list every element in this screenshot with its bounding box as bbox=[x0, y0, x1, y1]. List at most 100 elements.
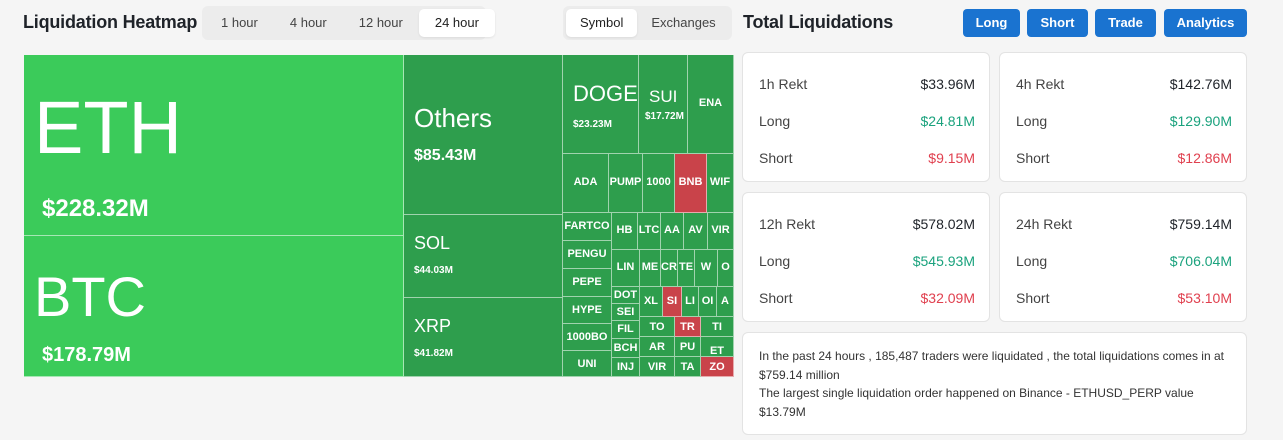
short-value: $9.15M bbox=[928, 150, 975, 166]
heatmap-value: $23.23M bbox=[573, 119, 612, 130]
heatmap-tile-lin[interactable]: LIN bbox=[612, 250, 640, 287]
heatmap-tile-o[interactable]: O bbox=[718, 250, 734, 287]
heatmap-tile-dot[interactable]: DOT bbox=[612, 287, 640, 304]
rekt-card-1h: 1h Rekt $33.96M Long $24.81M Short $9.15M bbox=[742, 52, 990, 182]
heatmap-tile-zo[interactable]: ZO bbox=[701, 357, 734, 377]
heatmap-tile-doge[interactable]: DOGE $23.23M bbox=[563, 55, 639, 154]
heatmap-tile-1000bo[interactable]: 1000BO bbox=[563, 324, 612, 351]
heatmap-symbol: LIN bbox=[616, 261, 635, 273]
heatmap-tile-ltc[interactable]: LTC bbox=[638, 213, 661, 250]
short-button[interactable]: Short bbox=[1027, 9, 1088, 37]
heatmap-symbol: HYPE bbox=[572, 304, 602, 316]
heatmap-value: $17.72M bbox=[645, 111, 684, 122]
heatmap-symbol: ME bbox=[641, 261, 659, 273]
heatmap-tile-1000[interactable]: 1000 bbox=[643, 154, 675, 213]
heatmap-tile-si[interactable]: SI bbox=[663, 287, 682, 317]
heatmap-tile-w[interactable]: W bbox=[695, 250, 718, 287]
heatmap-symbol: AV bbox=[688, 224, 703, 236]
heatmap-symbol: TI bbox=[712, 321, 722, 333]
long-value: $24.81M bbox=[920, 113, 975, 129]
heatmap-tile-ar[interactable]: AR bbox=[640, 337, 675, 357]
heatmap-tile-bch[interactable]: BCH bbox=[612, 339, 640, 358]
short-label: Short bbox=[1016, 150, 1050, 166]
heatmap-tile-li[interactable]: LI bbox=[682, 287, 699, 317]
heatmap-tile-hb[interactable]: HB bbox=[612, 213, 638, 250]
heatmap-symbol: BCH bbox=[613, 342, 638, 354]
heatmap-symbol: PENGU bbox=[567, 248, 607, 260]
long-label: Long bbox=[1016, 253, 1048, 269]
heatmap-tile-sei[interactable]: SEI bbox=[612, 304, 640, 321]
heatmap-tile-to[interactable]: TO bbox=[640, 317, 675, 337]
heatmap-symbol: A bbox=[721, 295, 729, 307]
heatmap-symbol: XL bbox=[643, 295, 659, 307]
heatmap-symbol: 1000BO bbox=[566, 331, 608, 343]
short-value: $12.86M bbox=[1177, 150, 1232, 166]
heatmap-symbol: CR bbox=[661, 261, 677, 273]
heatmap-symbol: ADA bbox=[573, 176, 598, 188]
heatmap-tile-fil[interactable]: FIL bbox=[612, 321, 640, 339]
heatmap-tile-av[interactable]: AV bbox=[684, 213, 708, 250]
heatmap-symbol: AA bbox=[664, 224, 680, 236]
heatmap-tile-xl[interactable]: XL bbox=[640, 287, 663, 317]
heatmap-tile-pengu[interactable]: PENGU bbox=[563, 241, 612, 269]
total-liquidations-title: Total Liquidations bbox=[743, 12, 894, 32]
heatmap-symbol: LTC bbox=[638, 224, 660, 236]
heatmap-symbol: OI bbox=[701, 295, 714, 307]
heatmap-tile-sui[interactable]: SUI $17.72M bbox=[639, 55, 688, 154]
heatmap-tile-vir[interactable]: VIR bbox=[708, 213, 734, 250]
heatmap-tile-btc[interactable]: BTC $178.79M bbox=[24, 236, 404, 377]
heatmap-tile-bnb[interactable]: BNB bbox=[675, 154, 707, 213]
heatmap-tile-sol[interactable]: SOL $44.03M bbox=[404, 215, 563, 298]
liquidation-summary: In the past 24 hours , 185,487 traders w… bbox=[742, 332, 1247, 435]
heatmap-tile-others[interactable]: Others $85.43M bbox=[404, 55, 563, 215]
heatmap-tile-ti[interactable]: TI bbox=[701, 317, 734, 337]
heatmap-tile-aa[interactable]: AA bbox=[661, 213, 684, 250]
heatmap-symbol: Others bbox=[414, 103, 493, 133]
heatmap-tile-et[interactable]: ET bbox=[701, 337, 734, 357]
heatmap-tile-tr[interactable]: TR bbox=[675, 317, 701, 337]
rekt-label: 24h Rekt bbox=[1016, 216, 1073, 232]
heatmap-tile-uni[interactable]: UNI bbox=[563, 351, 612, 377]
heatmap-tile-cr[interactable]: CR bbox=[661, 250, 678, 287]
heatmap-tile-ena[interactable]: ENA bbox=[688, 55, 734, 154]
tab-exchanges[interactable]: Exchanges bbox=[651, 15, 716, 30]
heatmap-tile-xrp[interactable]: XRP $41.82M bbox=[404, 298, 563, 377]
heatmap-tile-me[interactable]: ME bbox=[640, 250, 661, 287]
heatmap-tile-pepe[interactable]: PEPE bbox=[563, 269, 612, 297]
heatmap-symbol: TO bbox=[649, 321, 665, 333]
rekt-total: $142.76M bbox=[1169, 76, 1232, 92]
heatmap-symbol: SUI bbox=[649, 87, 678, 106]
heatmap-tile-ta[interactable]: TA bbox=[675, 357, 701, 377]
long-value: $545.93M bbox=[912, 253, 975, 269]
heatmap-value: $228.32M bbox=[42, 195, 149, 222]
heatmap-symbol: DOGE bbox=[573, 81, 638, 106]
heatmap-tile-pump[interactable]: PUMP bbox=[609, 154, 643, 213]
tab-1-hour[interactable]: 1 hour bbox=[221, 15, 258, 30]
heatmap-symbol: TA bbox=[680, 361, 695, 373]
tab-12-hour[interactable]: 12 hour bbox=[358, 15, 403, 30]
analytics-button[interactable]: Analytics bbox=[1164, 9, 1247, 37]
heatmap-tile-eth[interactable]: ETH $228.32M bbox=[24, 55, 404, 236]
heatmap-tile-fartco[interactable]: FARTCO bbox=[563, 213, 612, 241]
heatmap-tile-pu[interactable]: PU bbox=[675, 337, 701, 357]
heatmap-symbol: BTC bbox=[34, 265, 146, 328]
long-button[interactable]: Long bbox=[963, 9, 1020, 37]
heatmap-tile-te[interactable]: TE bbox=[678, 250, 695, 287]
heatmap-symbol: XRP bbox=[414, 316, 452, 336]
rekt-label: 4h Rekt bbox=[1016, 76, 1065, 92]
heatmap-tile-a[interactable]: A bbox=[717, 287, 734, 317]
heatmap-symbol: HB bbox=[616, 224, 633, 236]
heatmap-tile-oi[interactable]: OI bbox=[699, 287, 717, 317]
tab-4-hour[interactable]: 4 hour bbox=[289, 15, 327, 30]
trade-button[interactable]: Trade bbox=[1095, 9, 1156, 37]
tab-symbol[interactable]: Symbol bbox=[566, 9, 638, 37]
rekt-total: $578.02M bbox=[912, 216, 975, 232]
heatmap-tile-vir[interactable]: VIR bbox=[640, 357, 675, 377]
tab-24-hour[interactable]: 24 hour bbox=[418, 9, 495, 37]
heatmap-value: $41.82M bbox=[414, 348, 453, 359]
heatmap-symbol: TE bbox=[678, 261, 694, 273]
heatmap-tile-wif[interactable]: WIF bbox=[707, 154, 734, 213]
heatmap-tile-ada[interactable]: ADA bbox=[563, 154, 609, 213]
heatmap-tile-hype[interactable]: HYPE bbox=[563, 297, 612, 324]
heatmap-tile-inj[interactable]: INJ bbox=[612, 358, 640, 377]
